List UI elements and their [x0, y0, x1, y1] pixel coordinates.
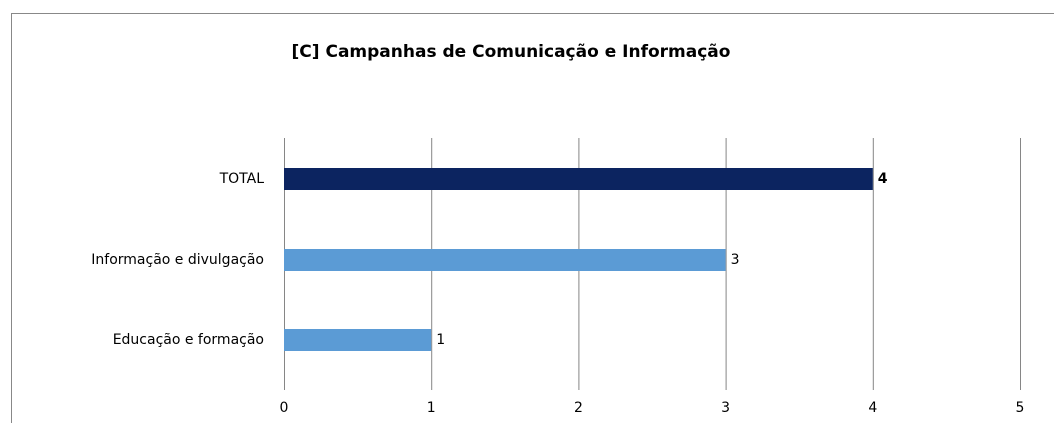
chart-frame [11, 13, 1054, 423]
x-tick-label: 4 [868, 400, 877, 416]
data-label: 3 [731, 252, 740, 268]
bar [284, 329, 432, 351]
bar [284, 249, 726, 271]
bar [284, 168, 873, 190]
y-tick-label: Informação e divulgação [91, 252, 264, 268]
y-tick-label: TOTAL [219, 171, 265, 187]
chart-title: [C] Campanhas de Comunicação e Informaçã… [292, 42, 731, 62]
y-tick-label: Educação e formação [113, 332, 264, 348]
x-tick-label: 5 [1016, 400, 1025, 416]
data-label: 4 [878, 171, 888, 187]
x-tick-label: 1 [427, 400, 436, 416]
x-tick-label: 3 [721, 400, 730, 416]
x-tick-label: 2 [574, 400, 583, 416]
data-label: 1 [436, 332, 445, 348]
x-tick-label: 0 [280, 400, 289, 416]
